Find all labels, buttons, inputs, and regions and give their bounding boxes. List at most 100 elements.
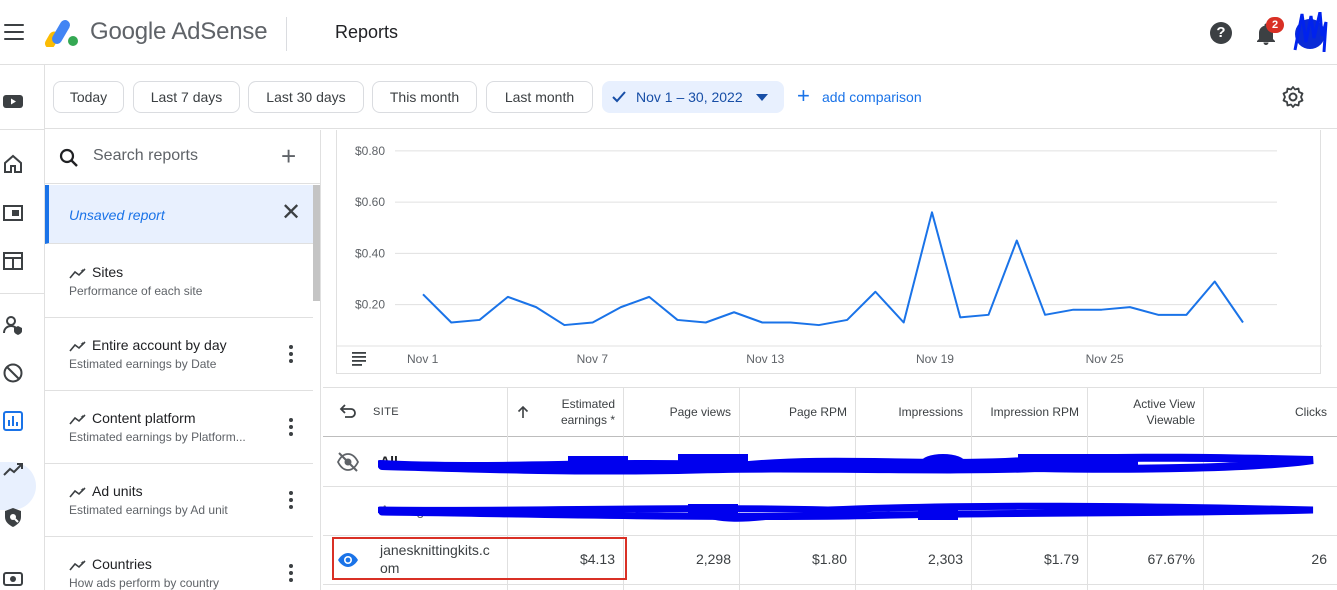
sites-icon[interactable] <box>2 250 24 272</box>
svg-text:✦: ✦ <box>80 560 85 567</box>
search-input[interactable]: Search reports <box>93 147 198 164</box>
report-title: Entire account by day <box>92 337 227 353</box>
notification-badge: 2 <box>1266 17 1284 33</box>
earnings-chart-card: $0.80 $0.60 $0.40 $0.20 Nov 1 Nov 7 Nov 13 Nov … <box>336 130 1322 374</box>
table-row-border <box>323 535 1337 536</box>
youtube-icon[interactable] <box>2 90 24 112</box>
date-range-label: Nov 1 – 30, 2022 <box>636 89 743 105</box>
dropdown-arrow-icon <box>756 94 768 101</box>
svg-text:✦: ✦ <box>80 268 85 275</box>
column-header-impressions[interactable]: Impressions <box>898 405 963 419</box>
cell-active-view-viewable: 67.67% <box>1147 551 1195 567</box>
unsaved-report-label: Unsaved report <box>69 207 165 223</box>
chip-this-month[interactable]: This month <box>372 81 477 113</box>
report-item-ad-units[interactable]: ✦ Ad units Estimated earnings by Ad unit <box>45 464 313 537</box>
optimization-icon[interactable] <box>2 458 24 480</box>
settings-gear-icon[interactable] <box>1281 85 1305 109</box>
report-item-countries[interactable]: ✦ Countries How ads perform by country <box>45 537 313 590</box>
column-header-clicks[interactable]: Clicks <box>1295 405 1327 419</box>
cell-page-rpm: $1.80 <box>811 551 847 567</box>
policy-center-icon[interactable] <box>2 506 24 528</box>
earnings-line-chart: $0.80 $0.60 $0.40 $0.20 Nov 1 Nov 7 Nov 13 Nov … <box>337 144 1322 366</box>
report-sparkle-icon: ✦ <box>69 487 86 498</box>
site-name-line: om <box>380 560 400 576</box>
reports-icon[interactable] <box>2 410 24 432</box>
y-tick-label: $0.80 <box>355 144 385 158</box>
menu-icon[interactable] <box>4 24 24 40</box>
more-options-icon[interactable] <box>289 418 293 436</box>
adsense-logo <box>45 20 78 47</box>
report-subtitle: Estimated earnings by Date <box>69 357 217 371</box>
chart-legend-toggle-icon[interactable] <box>352 352 366 366</box>
table-row-border <box>323 584 1337 585</box>
site-name-cell[interactable]: janesknittingkits.c om <box>380 541 498 577</box>
avatar[interactable] <box>1292 12 1328 52</box>
add-comparison-button[interactable]: + add comparison <box>797 81 937 113</box>
report-item-content-platform[interactable]: ✦ Content platform Estimated earnings by… <box>45 391 313 464</box>
report-subtitle: How ads perform by country <box>69 576 220 590</box>
unsaved-report-item[interactable]: Unsaved report ✕ <box>45 185 313 244</box>
privacy-messaging-icon[interactable] <box>2 314 24 336</box>
column-header-active-view-viewable[interactable]: Active View Viewable <box>1133 397 1195 427</box>
table-row-border <box>323 486 1337 487</box>
report-item-entire-account-by-day[interactable]: ✦ Entire account by day Estimated earnin… <box>45 318 313 391</box>
plus-icon: + <box>797 83 810 108</box>
column-header-page-views[interactable]: Page views <box>669 405 731 419</box>
date-range-selector[interactable]: Nov 1 – 30, 2022 <box>602 81 784 113</box>
brand-name: Google AdSense <box>90 18 268 45</box>
more-options-icon[interactable] <box>289 345 293 363</box>
report-subtitle: Estimated earnings by Ad unit <box>69 503 228 517</box>
sidebar-scrollbar[interactable] <box>313 185 320 301</box>
report-table: SITE Estimated earnings * Page views Pag… <box>323 387 1337 590</box>
close-icon[interactable]: ✕ <box>281 199 302 226</box>
add-comparison-label: add comparison <box>822 89 922 105</box>
site-name-line: janesknittingkits.c <box>380 542 490 558</box>
svg-text:✦: ✦ <box>80 487 85 494</box>
report-sparkle-icon: ✦ <box>69 341 86 352</box>
reports-sidebar: Search reports + Unsaved report ✕ ✦ Site… <box>45 130 321 590</box>
table-border <box>323 387 1337 388</box>
visibility-icon[interactable] <box>337 552 359 568</box>
date-filter-bar: Today Last 7 days Last 30 days This mont… <box>45 65 1337 129</box>
chip-last-month[interactable]: Last month <box>486 81 593 113</box>
redaction-scribble <box>378 453 1314 522</box>
column-header-impression-rpm[interactable]: Impression RPM <box>990 405 1079 419</box>
x-tick-label: Nov 25 <box>1086 352 1124 366</box>
help-icon[interactable]: ? <box>1210 22 1232 44</box>
add-report-icon[interactable]: + <box>281 141 297 171</box>
highlight-box <box>332 537 627 580</box>
payments-icon[interactable] <box>2 568 24 590</box>
column-divider <box>623 387 624 590</box>
ads-icon[interactable] <box>2 202 24 224</box>
visibility-off-icon[interactable] <box>337 452 359 472</box>
y-tick-label: $0.60 <box>355 195 385 209</box>
column-header-estimated-earnings[interactable]: Estimated earnings * <box>560 397 615 427</box>
more-options-icon[interactable] <box>289 491 293 509</box>
chip-today[interactable]: Today <box>53 81 124 113</box>
cell-page-views: 2,298 <box>695 551 731 567</box>
chip-last-7-days[interactable]: Last 7 days <box>133 81 240 113</box>
column-divider <box>971 387 972 590</box>
x-tick-label: Nov 7 <box>577 352 609 366</box>
report-item-sites[interactable]: ✦ Sites Performance of each site <box>45 245 313 318</box>
y-tick-label: $0.40 <box>355 246 385 260</box>
column-divider <box>1203 387 1204 590</box>
report-title: Countries <box>92 556 152 572</box>
column-divider <box>739 387 740 590</box>
report-subtitle: Performance of each site <box>69 284 203 298</box>
back-arrow-icon[interactable] <box>339 403 357 419</box>
column-header-site[interactable]: SITE <box>373 406 400 418</box>
home-icon[interactable] <box>2 153 24 175</box>
cell-estimated-earnings: $4.13 <box>579 551 615 567</box>
cell-impressions: 2,303 <box>927 551 963 567</box>
divider <box>286 17 287 51</box>
blocking-controls-icon[interactable] <box>2 362 24 384</box>
search-reports[interactable]: Search reports + <box>45 130 320 184</box>
column-header-page-rpm[interactable]: Page RPM <box>788 405 847 419</box>
chip-last-30-days[interactable]: Last 30 days <box>248 81 364 113</box>
report-sparkle-icon: ✦ <box>69 268 86 279</box>
sort-ascending-icon[interactable] <box>517 405 529 419</box>
more-options-icon[interactable] <box>289 564 293 582</box>
earnings-series-line[interactable] <box>422 211 1244 327</box>
x-tick-label: Nov 1 <box>407 352 439 366</box>
